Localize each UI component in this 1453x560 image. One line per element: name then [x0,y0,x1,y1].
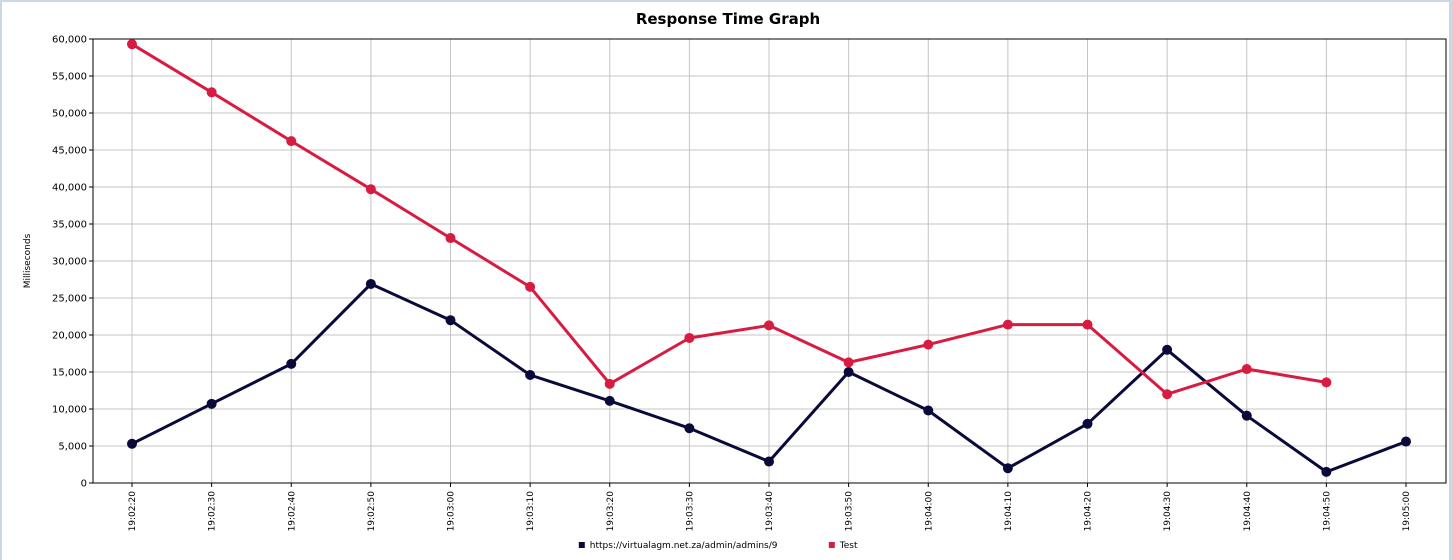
x-tick-label: 19:04:20 [1084,491,1094,532]
data-point [1162,344,1173,355]
data-point [843,367,854,377]
x-tick-label: 19:04:50 [1322,491,1332,532]
legend-label: Test [839,541,858,551]
y-tick-label: 25,000 [52,294,87,305]
x-tick-label: 19:04:40 [1243,491,1253,532]
legend-item: Test [828,541,858,551]
x-tick-label: 19:03:50 [845,491,855,532]
x-tick-label: 19:04:30 [1163,491,1173,532]
data-point [525,281,536,292]
y-tick-label: 40,000 [52,183,87,194]
data-point [764,320,774,331]
axes: 0 5,000 10,000 15,000 20,000 25,000 30,000 35,0… [52,35,1447,532]
data-point [365,184,376,195]
x-tick-label: 19:03:20 [606,491,616,532]
data-point [923,405,934,416]
y-tick-label: 50,000 [52,109,87,120]
data-point [365,278,376,289]
x-tick-label: 19:04:10 [1004,491,1014,532]
data-point [604,378,615,389]
data-point [604,395,615,406]
y-tick-label: 10,000 [52,405,87,416]
y-tick-label: 45,000 [52,146,87,157]
x-tick-label: 19:02:50 [367,491,377,532]
data-point [445,233,456,244]
data-point [684,332,695,343]
data-point [843,357,854,368]
x-tick-label: 19:03:30 [685,491,695,532]
data-point [1241,364,1252,375]
x-tick-label: 19:04:00 [924,491,934,532]
y-tick-label: 15,000 [52,368,87,379]
y-tick-label: 30,000 [52,257,87,268]
data-point [1162,389,1173,400]
data-point [1401,436,1411,447]
series-2 [127,39,1332,400]
data-point [286,358,297,369]
x-tick-label: 19:03:40 [765,491,775,532]
x-tick-label: 19:02:40 [287,491,297,532]
data-point [923,339,934,350]
data-point [206,87,217,98]
series-1 [127,278,1411,477]
series-line [131,42,1327,396]
data-point [286,136,297,147]
legend-item: https://virtualagm.net.za/admin/admins/9 [578,541,778,551]
data-point [1082,418,1093,429]
x-tick-label: 19:02:20 [128,491,138,532]
legend-swatch [578,542,585,548]
x-tick-label: 19:02:30 [208,491,218,532]
series-layer [127,39,1411,477]
data-point [127,438,137,449]
data-point [445,315,456,326]
y-tick-label: 60,000 [52,35,87,46]
data-point [1321,466,1332,477]
y-tick-label: 55,000 [52,72,87,83]
y-tick-label: 20,000 [52,331,87,342]
x-tick-label: 19:03:10 [526,491,536,532]
data-point [127,39,137,50]
data-point [206,398,217,409]
legend-swatch [828,542,835,548]
chart-title: Response Time Graph [636,10,820,28]
data-point [1002,319,1013,330]
data-point [764,456,774,467]
legend: https://virtualagm.net.za/admin/admins/9… [578,541,858,551]
data-point [1241,410,1252,421]
data-point [1321,377,1332,388]
data-point [1082,319,1093,330]
y-tick-label: 0 [81,479,87,490]
data-point [1002,463,1013,474]
legend-label: https://virtualagm.net.za/admin/admins/9 [590,541,778,551]
x-tick-label: 19:03:00 [447,491,457,532]
x-tick-label: 19:05:00 [1402,491,1412,532]
gridlines [93,38,1446,484]
y-tick-label: 5,000 [58,442,87,453]
data-point [684,423,695,434]
y-tick-label: 35,000 [52,220,87,231]
data-point [525,369,536,380]
y-axis-label: Milliseconds [23,233,33,288]
